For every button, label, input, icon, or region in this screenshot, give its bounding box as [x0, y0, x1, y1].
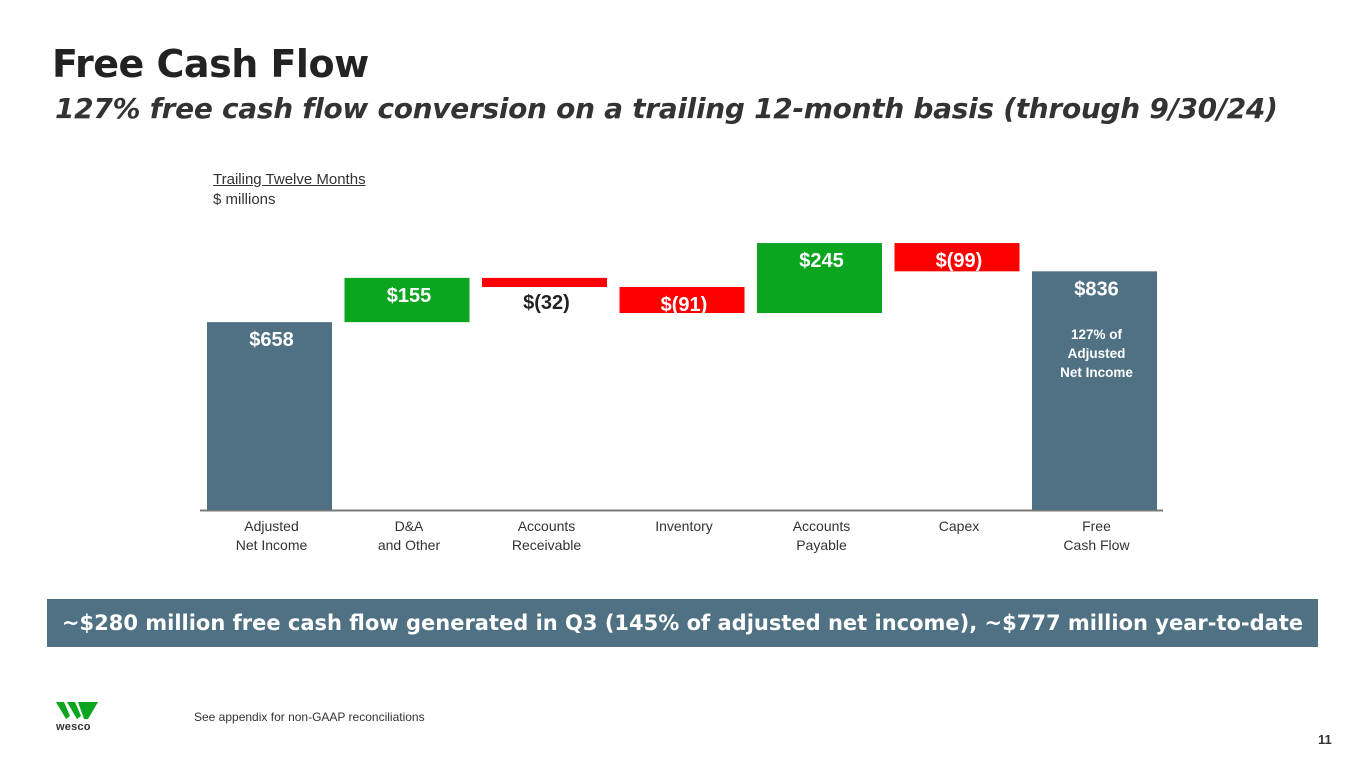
chart-period-label: Trailing Twelve Months — [213, 171, 366, 188]
category-label-2: Accounts Receivable — [512, 518, 581, 553]
data-label-1: $155 — [387, 285, 432, 307]
bar-4 — [757, 243, 882, 314]
bar-1 — [344, 277, 470, 323]
data-label-0: $658 — [249, 329, 294, 351]
logo-wordmark: wesco — [56, 721, 91, 733]
page-title: Free Cash Flow — [52, 42, 369, 86]
data-label-5: $(99) — [936, 250, 983, 272]
bar-2 — [482, 277, 607, 288]
category-label-1: D&A and Other — [378, 518, 441, 553]
data-label-6: $836 — [1074, 278, 1119, 300]
data-label-3: $(91) — [661, 294, 708, 316]
page-subtitle: 127% free cash flow conversion on a trai… — [55, 92, 1278, 125]
category-label-6: Free Cash Flow — [1063, 518, 1130, 553]
footnote: See appendix for non-GAAP reconciliation… — [194, 710, 425, 724]
bar-6 — [1032, 271, 1157, 510]
category-label-3: Inventory — [655, 518, 713, 534]
category-label-4: Accounts Payable — [793, 518, 851, 553]
summary-banner: ~$280 million free cash flow generated i… — [47, 599, 1318, 647]
bar-annotation: 127% of Adjusted Net Income — [1060, 327, 1133, 380]
chart-basis-note: Trailing Twelve Months $ millions — [213, 170, 366, 210]
bar-0 — [207, 322, 332, 510]
bar-3 — [619, 287, 745, 314]
page-number: 11 — [1318, 732, 1332, 747]
category-label-5: Capex — [939, 518, 979, 534]
category-label-0: Adjusted Net Income — [236, 518, 308, 553]
waterfall-chart: $658 Adjusted Net Income $155 D&A and Other $(… — [200, 243, 1163, 553]
data-label-4: $245 — [799, 250, 844, 272]
wesco-w-logo-icon — [56, 702, 98, 719]
summary-banner-text: ~$280 million free cash flow generated i… — [61, 611, 1304, 635]
bar-5 — [894, 243, 1020, 272]
data-label-2: $(32) — [523, 292, 570, 314]
chart-unit-label: $ millions — [213, 191, 276, 208]
